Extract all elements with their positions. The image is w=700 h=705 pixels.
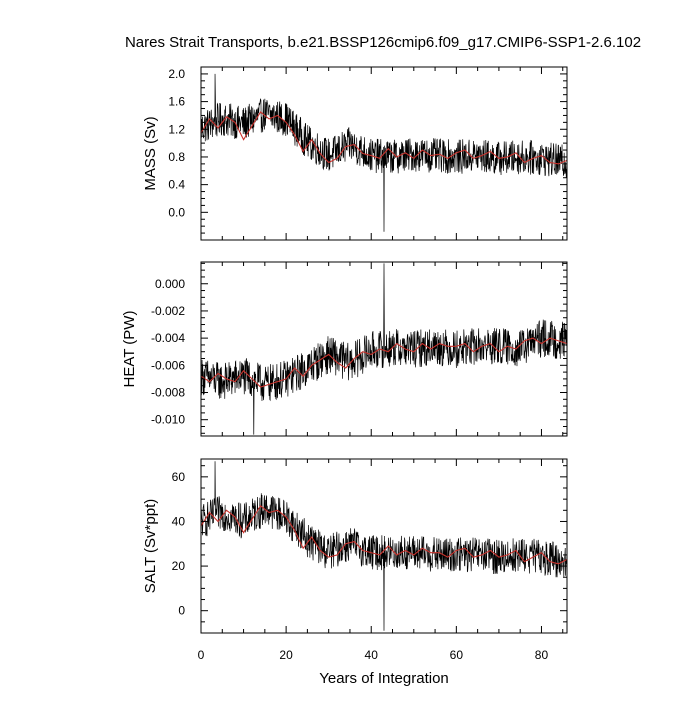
- x-axis-label: Years of Integration: [319, 670, 449, 687]
- y-tick-label: 1.6: [168, 95, 185, 109]
- x-tick-label: 40: [365, 648, 379, 662]
- y-axis-label: SALT (Sv*ppt): [142, 499, 159, 593]
- y-axis-label: HEAT (PW): [121, 311, 138, 388]
- series-smoothed-line: [201, 337, 567, 388]
- y-tick-label: -0.008: [151, 386, 185, 400]
- x-tick-label: 20: [279, 648, 293, 662]
- y-tick-label: 2.0: [168, 67, 185, 81]
- y-tick-label: 0.000: [155, 277, 185, 291]
- series-smoothed-line: [201, 505, 567, 565]
- y-tick-label: -0.002: [151, 304, 185, 318]
- x-tick-label: 80: [535, 648, 549, 662]
- series-monthly-line: [201, 263, 567, 435]
- y-tick-label: 20: [172, 559, 186, 573]
- y-axis-label: MASS (Sv): [142, 116, 159, 190]
- y-tick-label: -0.004: [151, 331, 185, 345]
- y-tick-label: 60: [172, 470, 186, 484]
- series-smoothed-line: [201, 111, 567, 165]
- y-tick-label: 0.8: [168, 150, 185, 164]
- x-tick-label: 60: [450, 648, 464, 662]
- y-tick-label: 0: [178, 604, 185, 618]
- chart-title: Nares Strait Transports, b.e21.BSSP126cm…: [125, 34, 641, 51]
- y-tick-label: 1.2: [168, 122, 185, 136]
- y-tick-label: 0.0: [168, 205, 185, 219]
- plot-frame: [200, 261, 568, 437]
- series-monthly-line: [201, 73, 567, 232]
- plot-frame: [200, 66, 568, 241]
- y-tick-label: -0.006: [151, 358, 185, 372]
- y-tick-label: 0.4: [168, 178, 185, 192]
- plot-frame: [200, 458, 568, 634]
- series-monthly-line: [201, 461, 567, 631]
- y-tick-label: -0.010: [151, 413, 185, 427]
- x-tick-label: 0: [198, 648, 205, 662]
- y-tick-label: 40: [172, 514, 186, 528]
